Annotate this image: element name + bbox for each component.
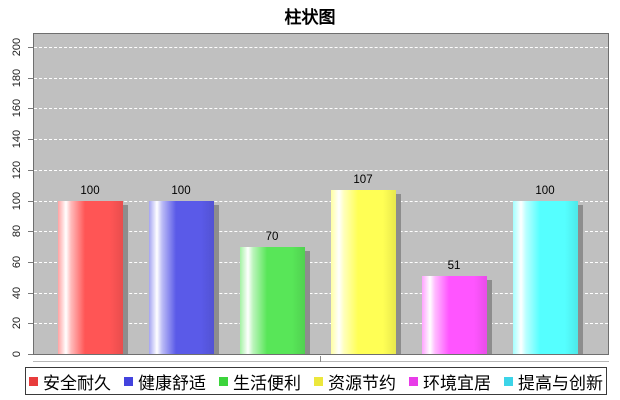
y-axis-label-160: 160 [11, 99, 23, 118]
gridline-180 [34, 77, 608, 79]
legend-item-健康舒适[interactable]: 健康舒适 [124, 369, 206, 394]
x-axis-line [33, 361, 609, 362]
legend-label: 生活便利 [233, 373, 301, 393]
gridline-80 [34, 231, 608, 233]
gridline-100 [34, 200, 608, 202]
x-axis-center-tick [320, 356, 321, 362]
legend-swatch-icon [409, 376, 418, 386]
legend-swatch-icon [314, 376, 323, 386]
gridline-20 [34, 323, 608, 325]
legend-label: 资源节约 [328, 373, 396, 393]
y-axis-label-40: 40 [11, 286, 23, 299]
bar-提高与创新 [512, 200, 583, 354]
y-axis-label-120: 120 [11, 160, 23, 179]
bar-value-label: 51 [447, 259, 461, 272]
y-axis-tick-80 [28, 231, 33, 233]
legend-item-安全耐久[interactable]: 安全耐久 [29, 369, 111, 394]
legend-label: 环境宜居 [423, 373, 491, 393]
y-axis-label-60: 60 [11, 255, 23, 269]
y-axis-tick-60 [28, 261, 33, 263]
y-axis-tick-140 [28, 139, 33, 141]
y-axis-label-0: 0 [11, 350, 23, 358]
y-axis-label-200: 200 [11, 37, 23, 57]
bar-生活便利 [239, 246, 310, 354]
bar-value-label: 100 [80, 184, 100, 197]
y-axis-label-180: 180 [11, 68, 23, 87]
legend-label: 健康舒适 [138, 373, 206, 393]
y-axis-tick-100 [28, 200, 33, 202]
y-axis-label-20: 20 [11, 317, 23, 330]
legend-label: 安全耐久 [43, 373, 111, 393]
legend-swatch-icon [29, 376, 38, 386]
bar-环境宜居 [421, 275, 492, 354]
bar-value-label: 100 [171, 184, 191, 197]
gridline-40 [34, 292, 608, 294]
bar-value-label: 70 [265, 230, 279, 243]
legend-swatch-icon [504, 376, 513, 386]
bar-shadow [577, 204, 583, 354]
bar-安全耐久 [57, 200, 128, 354]
legend-swatch-icon [219, 376, 228, 386]
bar-健康舒适 [148, 200, 219, 354]
bar-value-label: 107 [353, 173, 373, 186]
y-axis-tick-20 [28, 323, 33, 325]
legend-item-生活便利[interactable]: 生活便利 [219, 369, 301, 394]
bar-shadow [486, 279, 492, 354]
bar-shadow [213, 204, 219, 354]
bar-资源节约 [330, 189, 401, 354]
gridline-160 [34, 108, 608, 110]
bar-shadow [122, 204, 128, 354]
y-axis-label-80: 80 [11, 225, 23, 238]
bar-shadow [395, 193, 401, 354]
y-axis-tick-160 [28, 108, 33, 110]
y-axis-tick-180 [28, 77, 33, 79]
y-axis-tick-0 [28, 354, 33, 355]
gridline-200 [34, 47, 608, 48]
bar-shadow [304, 250, 310, 354]
plot-area: 100 100 70 107 51 100 [33, 33, 609, 355]
legend-swatch-icon [124, 376, 133, 386]
y-axis-tick-120 [28, 169, 33, 171]
y-axis-tick-200 [28, 47, 33, 48]
legend-item-提高与创新[interactable]: 提高与创新 [504, 369, 603, 394]
chart-title: 柱状图 [284, 8, 336, 27]
y-axis-label-100: 100 [11, 191, 23, 210]
legend-item-资源节约[interactable]: 资源节约 [314, 369, 396, 394]
y-axis-tick-40 [28, 292, 33, 294]
bar-value-label: 100 [535, 184, 555, 197]
gridline-120 [34, 169, 608, 171]
legend-item-环境宜居[interactable]: 环境宜居 [409, 369, 491, 394]
legend-label: 提高与创新 [518, 373, 603, 393]
y-axis-label-140: 140 [11, 129, 23, 149]
gridline-140 [34, 139, 608, 141]
legend: 安全耐久 健康舒适 生活便利 资源节约 环境宜居 提高与创新 [25, 367, 607, 395]
gridline-60 [34, 261, 608, 263]
